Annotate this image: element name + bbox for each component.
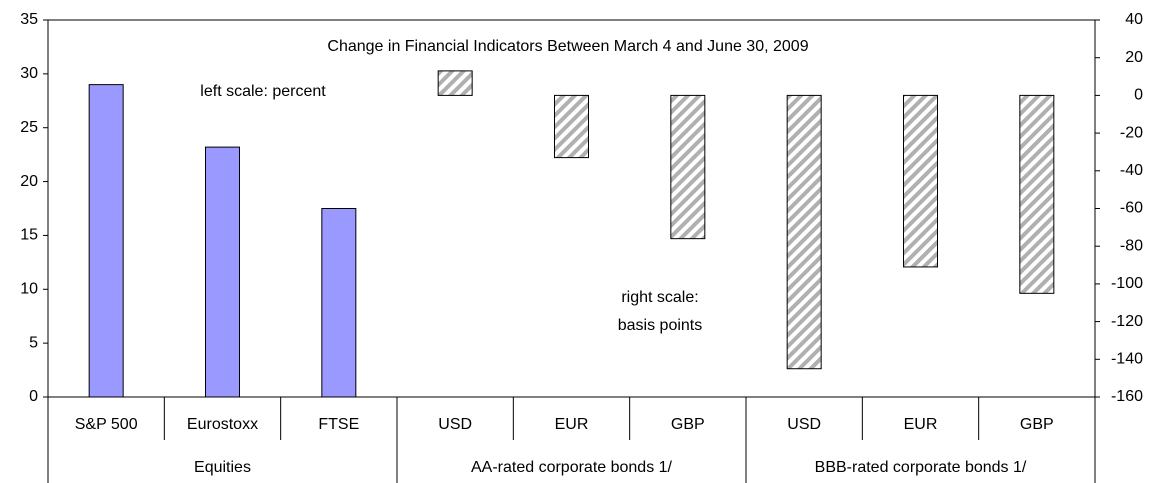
y2-tick-label: -120 — [1111, 313, 1143, 330]
group-label: Equities — [194, 459, 251, 476]
y-tick-label: 5 — [29, 334, 38, 351]
bar — [1019, 94, 1055, 294]
y-tick-label: 30 — [20, 65, 38, 82]
y2-tick-label: -60 — [1120, 200, 1143, 217]
y-tick-label: 10 — [20, 281, 38, 298]
annotation: left scale: percent — [200, 83, 326, 100]
x-tick-label: GBP — [671, 416, 705, 433]
y-tick-label: 35 — [20, 11, 38, 28]
y-tick-label: 15 — [20, 227, 38, 244]
group-label: BBB-rated corporate bonds 1/ — [815, 459, 1027, 476]
bar — [88, 84, 124, 398]
chart-title: Change in Financial Indicators Between M… — [327, 38, 808, 55]
y2-tick-label: -140 — [1111, 351, 1143, 368]
bar — [205, 146, 240, 398]
bar — [786, 94, 822, 370]
bar — [903, 94, 938, 268]
x-tick-label: GBP — [1020, 416, 1054, 433]
x-tick-label: S&P 500 — [75, 416, 138, 433]
group-label: AA-rated corporate bonds 1/ — [471, 459, 673, 476]
y2-tick-label: -80 — [1120, 237, 1143, 254]
x-tick-label: USD — [438, 416, 472, 433]
bar — [321, 208, 357, 398]
y2-tick-label: -40 — [1120, 162, 1143, 179]
x-tick-label: USD — [787, 416, 821, 433]
x-tick-label: Eurostoxx — [187, 416, 258, 433]
x-tick-label: FTSE — [318, 416, 359, 433]
y-tick-label: 25 — [20, 119, 38, 136]
y2-tick-label: 20 — [1125, 49, 1143, 66]
bar — [554, 94, 589, 159]
y2-tick-label: -160 — [1111, 388, 1143, 405]
y2-tick-label: -100 — [1111, 275, 1143, 292]
bar — [437, 70, 473, 96]
x-tick-label: EUR — [904, 416, 938, 433]
annotation: right scale: — [621, 289, 698, 306]
y2-tick-label: 40 — [1125, 11, 1143, 28]
bar — [670, 94, 706, 240]
y-tick-label: 20 — [20, 173, 38, 190]
annotation: basis points — [618, 317, 703, 334]
y2-tick-label: -20 — [1120, 124, 1143, 141]
y-tick-label: 0 — [29, 388, 38, 405]
x-tick-label: EUR — [555, 416, 589, 433]
y2-tick-label: 0 — [1134, 87, 1143, 104]
